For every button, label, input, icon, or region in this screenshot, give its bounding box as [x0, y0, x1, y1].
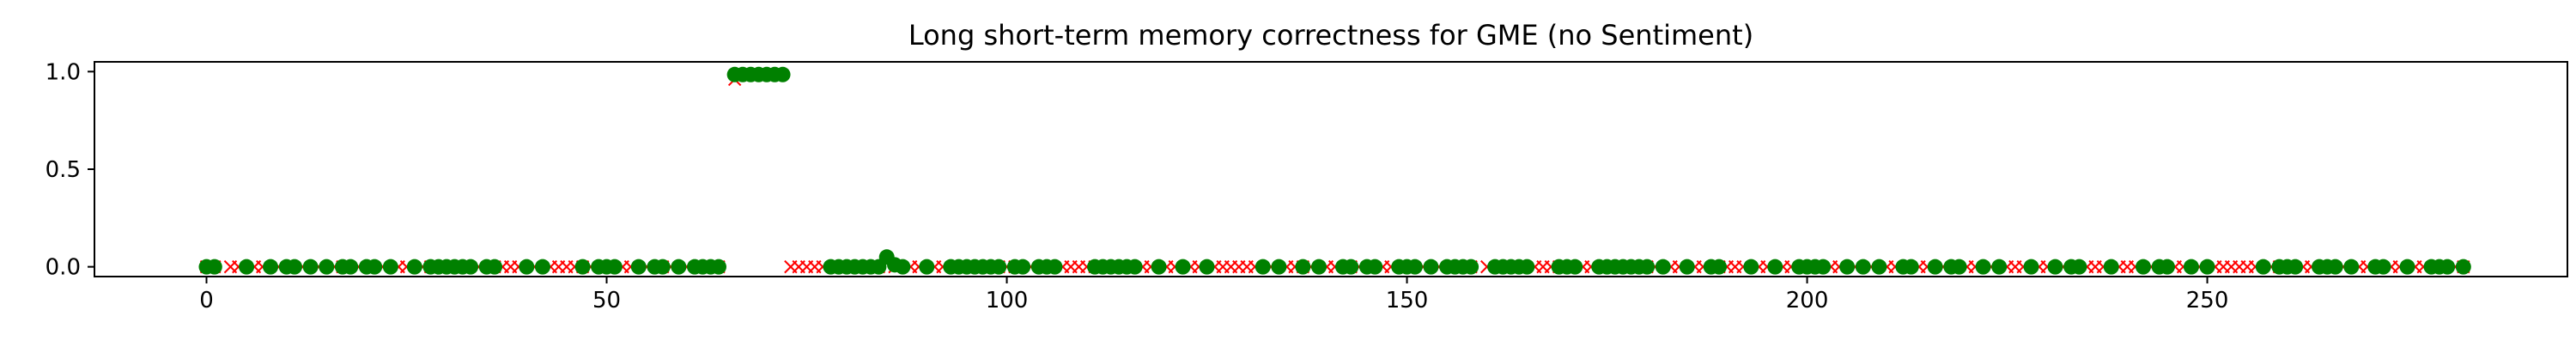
- correct-point: [1151, 259, 1167, 275]
- correct-point: [239, 259, 255, 275]
- correct-point: [606, 259, 623, 275]
- correct-point: [2327, 259, 2343, 275]
- correct-point: [2375, 259, 2391, 275]
- correct-point: [919, 259, 935, 275]
- x-tick-label: 50: [592, 288, 621, 314]
- y-tick-label: 0.0: [46, 255, 81, 281]
- correct-point: [630, 259, 647, 275]
- correct-point: [2023, 259, 2039, 275]
- correct-point: [1991, 259, 2008, 275]
- correct-point: [1015, 259, 1031, 275]
- x-tick-label: 200: [1786, 288, 1829, 314]
- y-tick-label: 0.5: [46, 157, 81, 183]
- correct-point: [2183, 259, 2199, 275]
- correct-point: [574, 259, 591, 275]
- correct-point: [2287, 259, 2304, 275]
- correct-point: [2199, 259, 2215, 275]
- correct-point: [2455, 259, 2471, 275]
- correct-point: [1567, 259, 1583, 275]
- correct-point: [1271, 259, 1287, 275]
- incorrect-series: [199, 72, 2470, 274]
- correct-point: [2343, 259, 2360, 275]
- correct-point: [1855, 259, 1871, 275]
- correct-point: [2399, 259, 2415, 275]
- correct-point: [2159, 259, 2175, 275]
- y-axis: 0.0 0.5 1.0: [46, 59, 94, 281]
- correct-point: [671, 259, 687, 275]
- correct-point: [206, 259, 222, 275]
- correct-point: [895, 259, 911, 275]
- correct-point: [654, 259, 671, 275]
- correct-point: [775, 66, 791, 82]
- correct-point: [1199, 259, 1215, 275]
- correct-point: [710, 259, 726, 275]
- correct-point: [1951, 259, 1967, 275]
- correct-point: [2047, 259, 2063, 275]
- correct-point: [1839, 259, 1856, 275]
- correct-point: [1423, 259, 1439, 275]
- correct-point: [1047, 259, 1063, 275]
- x-tick-label: 0: [199, 288, 214, 314]
- correct-point: [2071, 259, 2087, 275]
- correct-point: [367, 259, 383, 275]
- y-tick-label: 1.0: [46, 59, 81, 85]
- correct-point: [2255, 259, 2271, 275]
- correct-point: [1679, 259, 1695, 275]
- correct-point: [1767, 259, 1783, 275]
- correct-point: [1871, 259, 1887, 275]
- correct-point: [1367, 259, 1383, 275]
- correct-point: [534, 259, 550, 275]
- correct-point: [1975, 259, 1991, 275]
- correct-point: [302, 259, 319, 275]
- x-tick-label: 150: [1386, 288, 1429, 314]
- correct-point: [1743, 259, 1759, 275]
- correct-point: [1711, 259, 1728, 275]
- correct-series: [198, 66, 2471, 275]
- correct-point: [287, 259, 303, 275]
- correct-point: [1519, 259, 1535, 275]
- correct-point: [487, 259, 503, 275]
- correct-point: [519, 259, 535, 275]
- correct-point: [343, 259, 359, 275]
- correct-point: [1927, 259, 1943, 275]
- correct-point: [2136, 259, 2152, 275]
- correct-point: [1815, 259, 1832, 275]
- correct-point: [1903, 259, 1919, 275]
- correct-point: [1655, 259, 1671, 275]
- x-axis: 0 50 100 150 200 250: [199, 277, 2228, 314]
- correct-point: [319, 259, 335, 275]
- correct-point: [1175, 259, 1191, 275]
- correct-point: [2439, 259, 2456, 275]
- correct-point: [1311, 259, 1327, 275]
- correct-point: [1406, 259, 1423, 275]
- correct-point: [1127, 259, 1143, 275]
- correct-point: [263, 259, 279, 275]
- x-tick-label: 100: [986, 288, 1029, 314]
- correct-point: [382, 259, 398, 275]
- correct-point: [991, 259, 1007, 275]
- correct-point: [1295, 259, 1311, 275]
- correct-point: [1343, 259, 1359, 275]
- plot-frame: [94, 61, 2568, 277]
- correct-point: [406, 259, 422, 275]
- correct-point: [1639, 259, 1656, 275]
- correct-point: [1463, 259, 1479, 275]
- correct-point: [2103, 259, 2119, 275]
- correct-point: [1255, 259, 1271, 275]
- correct-point: [463, 259, 479, 275]
- chart-title: Long short-term memory correctness for G…: [908, 19, 1753, 52]
- x-tick-label: 250: [2186, 288, 2229, 314]
